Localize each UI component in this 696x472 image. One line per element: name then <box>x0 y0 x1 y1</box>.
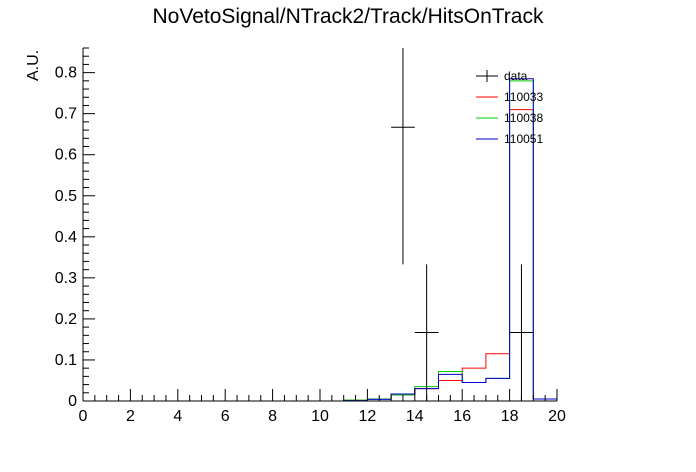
legend-entry: 110051 <box>476 132 543 146</box>
x-tick-label: 20 <box>548 408 566 425</box>
x-tick-label: 18 <box>501 408 519 425</box>
y-tick-label: 0.5 <box>55 188 77 205</box>
x-tick-label: 12 <box>359 408 377 425</box>
y-tick-label: 0.3 <box>55 270 77 287</box>
legend-entry: data <box>476 69 528 83</box>
data-point <box>509 264 534 401</box>
legend-label: 110033 <box>504 90 543 104</box>
y-tick-label: 0.4 <box>55 229 77 246</box>
x-tick-label: 16 <box>453 408 471 425</box>
data-point <box>414 264 439 401</box>
x-tick-label: 0 <box>79 408 88 425</box>
x-tick-label: 6 <box>221 408 230 425</box>
data-point <box>391 48 415 265</box>
y-tick-label: 0.2 <box>55 311 77 328</box>
y-tick-label: 0.7 <box>55 106 77 123</box>
plot-area: 0 2 4 6 8 10 12 14 16 18 20 0 0.1 0.2 0.3 0.4 0.5 0.6 0.7 0… <box>55 47 566 425</box>
x-tick-label: 14 <box>406 408 424 425</box>
legend-label: data <box>504 69 528 83</box>
x-tick-label: 4 <box>173 408 182 425</box>
x-tick-label: 8 <box>268 408 277 425</box>
chart-title: NoVetoSignal/NTrack2/Track/HitsOnTrack <box>153 5 544 28</box>
x-tick-label: 10 <box>311 408 329 425</box>
legend-entry: 110038 <box>476 111 543 125</box>
y-tick-label: 0.1 <box>55 352 77 369</box>
legend-entry: 110033 <box>476 90 543 104</box>
y-axis-label: A.U. <box>25 50 42 81</box>
legend: data 110033 110038 110051 <box>476 69 543 146</box>
legend-label: 110051 <box>504 132 543 146</box>
plot-background <box>83 48 557 401</box>
y-tick-label: 0 <box>68 393 77 410</box>
y-tick-label: 0.6 <box>55 147 77 164</box>
y-tick-label: 0.8 <box>55 65 77 82</box>
x-tick-label: 2 <box>126 408 135 425</box>
legend-label: 110038 <box>504 111 543 125</box>
